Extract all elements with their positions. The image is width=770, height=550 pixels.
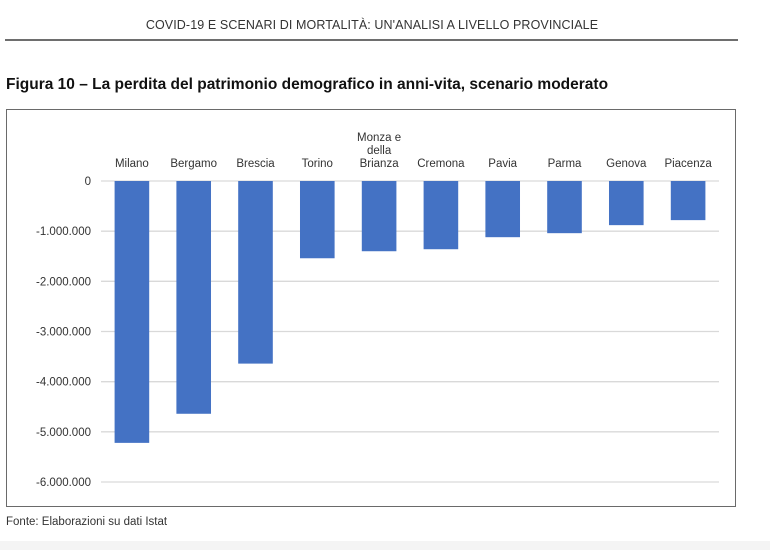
category-label: Brianza bbox=[360, 158, 400, 170]
bar-parma bbox=[547, 181, 582, 234]
category-label: Milano bbox=[115, 158, 149, 170]
bars bbox=[114, 181, 706, 443]
y-tick-label: -4.000.000 bbox=[36, 377, 91, 389]
y-tick-label: -5.000.000 bbox=[36, 427, 91, 439]
page-edge bbox=[0, 541, 770, 550]
category-label: Monza e bbox=[357, 132, 401, 144]
category-labels: Milano Bergamo Brescia Torino Monza edellaBr… bbox=[115, 132, 712, 170]
running-head: COVID-19 E SCENARI DI MORTALITÀ: UN'ANAL… bbox=[145, 18, 599, 32]
bar-brescia bbox=[238, 181, 273, 364]
chart-frame: 0 -1.000.000 -2.000.000 -3.000.000 -4.000.00… bbox=[6, 109, 736, 507]
bar-torino bbox=[299, 181, 335, 259]
category-label: Genova bbox=[606, 158, 647, 170]
category-label: della bbox=[367, 145, 392, 157]
bar-genova bbox=[608, 181, 644, 226]
y-tick-label: -2.000.000 bbox=[36, 276, 91, 288]
y-tick-label: -6.000.000 bbox=[36, 477, 91, 489]
bar-monza-e-della-brianza bbox=[361, 181, 397, 252]
bar-milano bbox=[114, 181, 150, 443]
category-label: Piacenza bbox=[664, 158, 712, 170]
category-label: Brescia bbox=[236, 158, 275, 170]
header-rule bbox=[5, 39, 738, 41]
y-axis-ticks: 0 -1.000.000 -2.000.000 -3.000.000 -4.000.00… bbox=[36, 176, 91, 489]
category-label: Bergamo bbox=[170, 158, 217, 170]
bar-bergamo bbox=[176, 181, 212, 414]
category-label: Pavia bbox=[488, 158, 517, 170]
y-tick-label: -1.000.000 bbox=[36, 226, 91, 238]
category-label: Torino bbox=[302, 158, 333, 170]
source-note: Fonte: Elaborazioni su dati Istat bbox=[6, 516, 168, 528]
figure-title: Figura 10 – La perdita del patrimonio de… bbox=[6, 76, 609, 93]
bar-piacenza bbox=[670, 181, 706, 221]
category-label: Parma bbox=[548, 158, 582, 170]
category-label: Cremona bbox=[417, 158, 465, 170]
y-tick-label: 0 bbox=[85, 176, 91, 188]
y-tick-label: -3.000.000 bbox=[36, 327, 91, 339]
bar-cremona bbox=[423, 181, 459, 250]
bar-chart: 0 -1.000.000 -2.000.000 -3.000.000 -4.000.00… bbox=[36, 132, 719, 489]
bar-pavia bbox=[485, 181, 521, 238]
